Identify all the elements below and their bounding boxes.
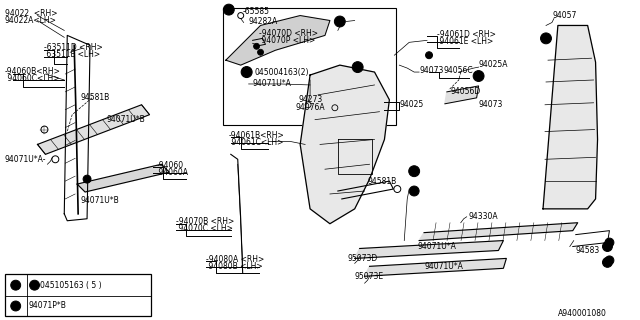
Polygon shape — [38, 105, 150, 154]
Text: 95073E: 95073E — [355, 272, 384, 281]
Text: 94060C<LH>: 94060C<LH> — [4, 74, 60, 83]
Text: 94022A<LH>: 94022A<LH> — [4, 16, 57, 25]
Circle shape — [257, 49, 264, 55]
Text: 94061E <LH>: 94061E <LH> — [437, 37, 493, 46]
Circle shape — [223, 4, 234, 15]
Text: -63511D <RH>: -63511D <RH> — [44, 43, 103, 52]
Text: 2: 2 — [605, 260, 609, 265]
Circle shape — [605, 256, 614, 265]
Polygon shape — [226, 16, 330, 65]
Text: 94073: 94073 — [479, 100, 503, 109]
Text: 94282A: 94282A — [248, 17, 278, 26]
Text: -94070B <RH>: -94070B <RH> — [176, 217, 234, 226]
Text: 94061C<LH>: 94061C<LH> — [229, 138, 283, 147]
Text: 94071U*B: 94071U*B — [80, 196, 119, 205]
Text: 94080B <LH>: 94080B <LH> — [206, 262, 262, 271]
Circle shape — [426, 52, 433, 59]
Circle shape — [334, 16, 345, 27]
Circle shape — [253, 43, 260, 49]
Text: 94273: 94273 — [298, 95, 323, 104]
Text: 2: 2 — [605, 244, 609, 249]
Text: 1: 1 — [13, 283, 18, 288]
Circle shape — [473, 71, 484, 82]
Circle shape — [11, 280, 20, 290]
Text: -94080A <RH>: -94080A <RH> — [206, 255, 264, 264]
Polygon shape — [300, 65, 389, 224]
Text: A940001080: A940001080 — [558, 309, 607, 318]
Text: -94070D <RH>: -94070D <RH> — [259, 29, 317, 38]
Text: 94071U*A-: 94071U*A- — [4, 155, 46, 164]
Circle shape — [409, 186, 419, 196]
Circle shape — [29, 280, 40, 290]
Text: S: S — [33, 283, 36, 288]
Text: 1: 1 — [544, 36, 548, 41]
Text: 2: 2 — [338, 19, 342, 24]
Circle shape — [11, 301, 20, 311]
Circle shape — [541, 33, 552, 44]
Text: 94071U*A: 94071U*A — [417, 242, 456, 251]
Text: 2: 2 — [227, 7, 231, 12]
Text: 94056D: 94056D — [451, 87, 481, 96]
Text: 94330A: 94330A — [468, 212, 499, 221]
Circle shape — [352, 62, 363, 73]
Text: 94581B: 94581B — [80, 93, 109, 102]
Polygon shape — [543, 26, 598, 209]
Text: 94025A: 94025A — [479, 60, 508, 68]
Text: 94057: 94057 — [553, 11, 577, 20]
Text: 94581B: 94581B — [367, 177, 397, 186]
Text: 2: 2 — [412, 169, 416, 174]
Text: 94025: 94025 — [399, 100, 424, 109]
Text: 95073D: 95073D — [348, 254, 378, 263]
Text: 94076A: 94076A — [295, 103, 325, 112]
Text: 94071U*A: 94071U*A — [424, 262, 463, 271]
Polygon shape — [355, 241, 504, 259]
Text: 2: 2 — [607, 240, 611, 245]
Text: 94070C <LH>: 94070C <LH> — [176, 224, 233, 233]
Text: 94071U*B: 94071U*B — [107, 115, 146, 124]
Text: 94071U*A: 94071U*A — [253, 79, 291, 88]
Text: -94061B<RH>: -94061B<RH> — [229, 131, 285, 140]
Polygon shape — [445, 86, 479, 104]
Text: -94060: -94060 — [156, 161, 184, 170]
Text: 94022  <RH>: 94022 <RH> — [4, 9, 58, 18]
Text: -65585: -65585 — [243, 7, 269, 16]
Text: 2: 2 — [412, 188, 416, 194]
Polygon shape — [77, 164, 170, 192]
Circle shape — [241, 67, 252, 77]
Text: 94583: 94583 — [576, 246, 600, 255]
Text: 1: 1 — [477, 74, 481, 78]
Bar — [4, 274, 152, 316]
Text: 94073: 94073 — [419, 66, 444, 75]
Circle shape — [602, 242, 612, 252]
Text: S: S — [245, 69, 248, 75]
Text: 2: 2 — [13, 303, 18, 308]
Text: 94056C: 94056C — [444, 66, 474, 75]
Text: -94060B<RH>: -94060B<RH> — [4, 67, 61, 76]
Text: 045105163 ( 5 ): 045105163 ( 5 ) — [40, 281, 102, 290]
Text: 94070P <LH>: 94070P <LH> — [259, 36, 315, 45]
Text: 2: 2 — [607, 258, 611, 263]
Polygon shape — [419, 223, 578, 241]
Circle shape — [409, 166, 420, 177]
Circle shape — [605, 238, 614, 247]
Circle shape — [83, 175, 91, 183]
Circle shape — [602, 257, 612, 267]
Text: 94060A: 94060A — [156, 168, 188, 177]
Bar — [223, 8, 396, 124]
Text: 1: 1 — [356, 65, 360, 70]
Polygon shape — [365, 259, 506, 276]
Text: 045004163(2): 045004163(2) — [255, 68, 309, 76]
Text: 63511E <LH>: 63511E <LH> — [44, 50, 100, 59]
Text: -94061D <RH>: -94061D <RH> — [437, 30, 496, 39]
Text: 94071P*B: 94071P*B — [29, 301, 67, 310]
